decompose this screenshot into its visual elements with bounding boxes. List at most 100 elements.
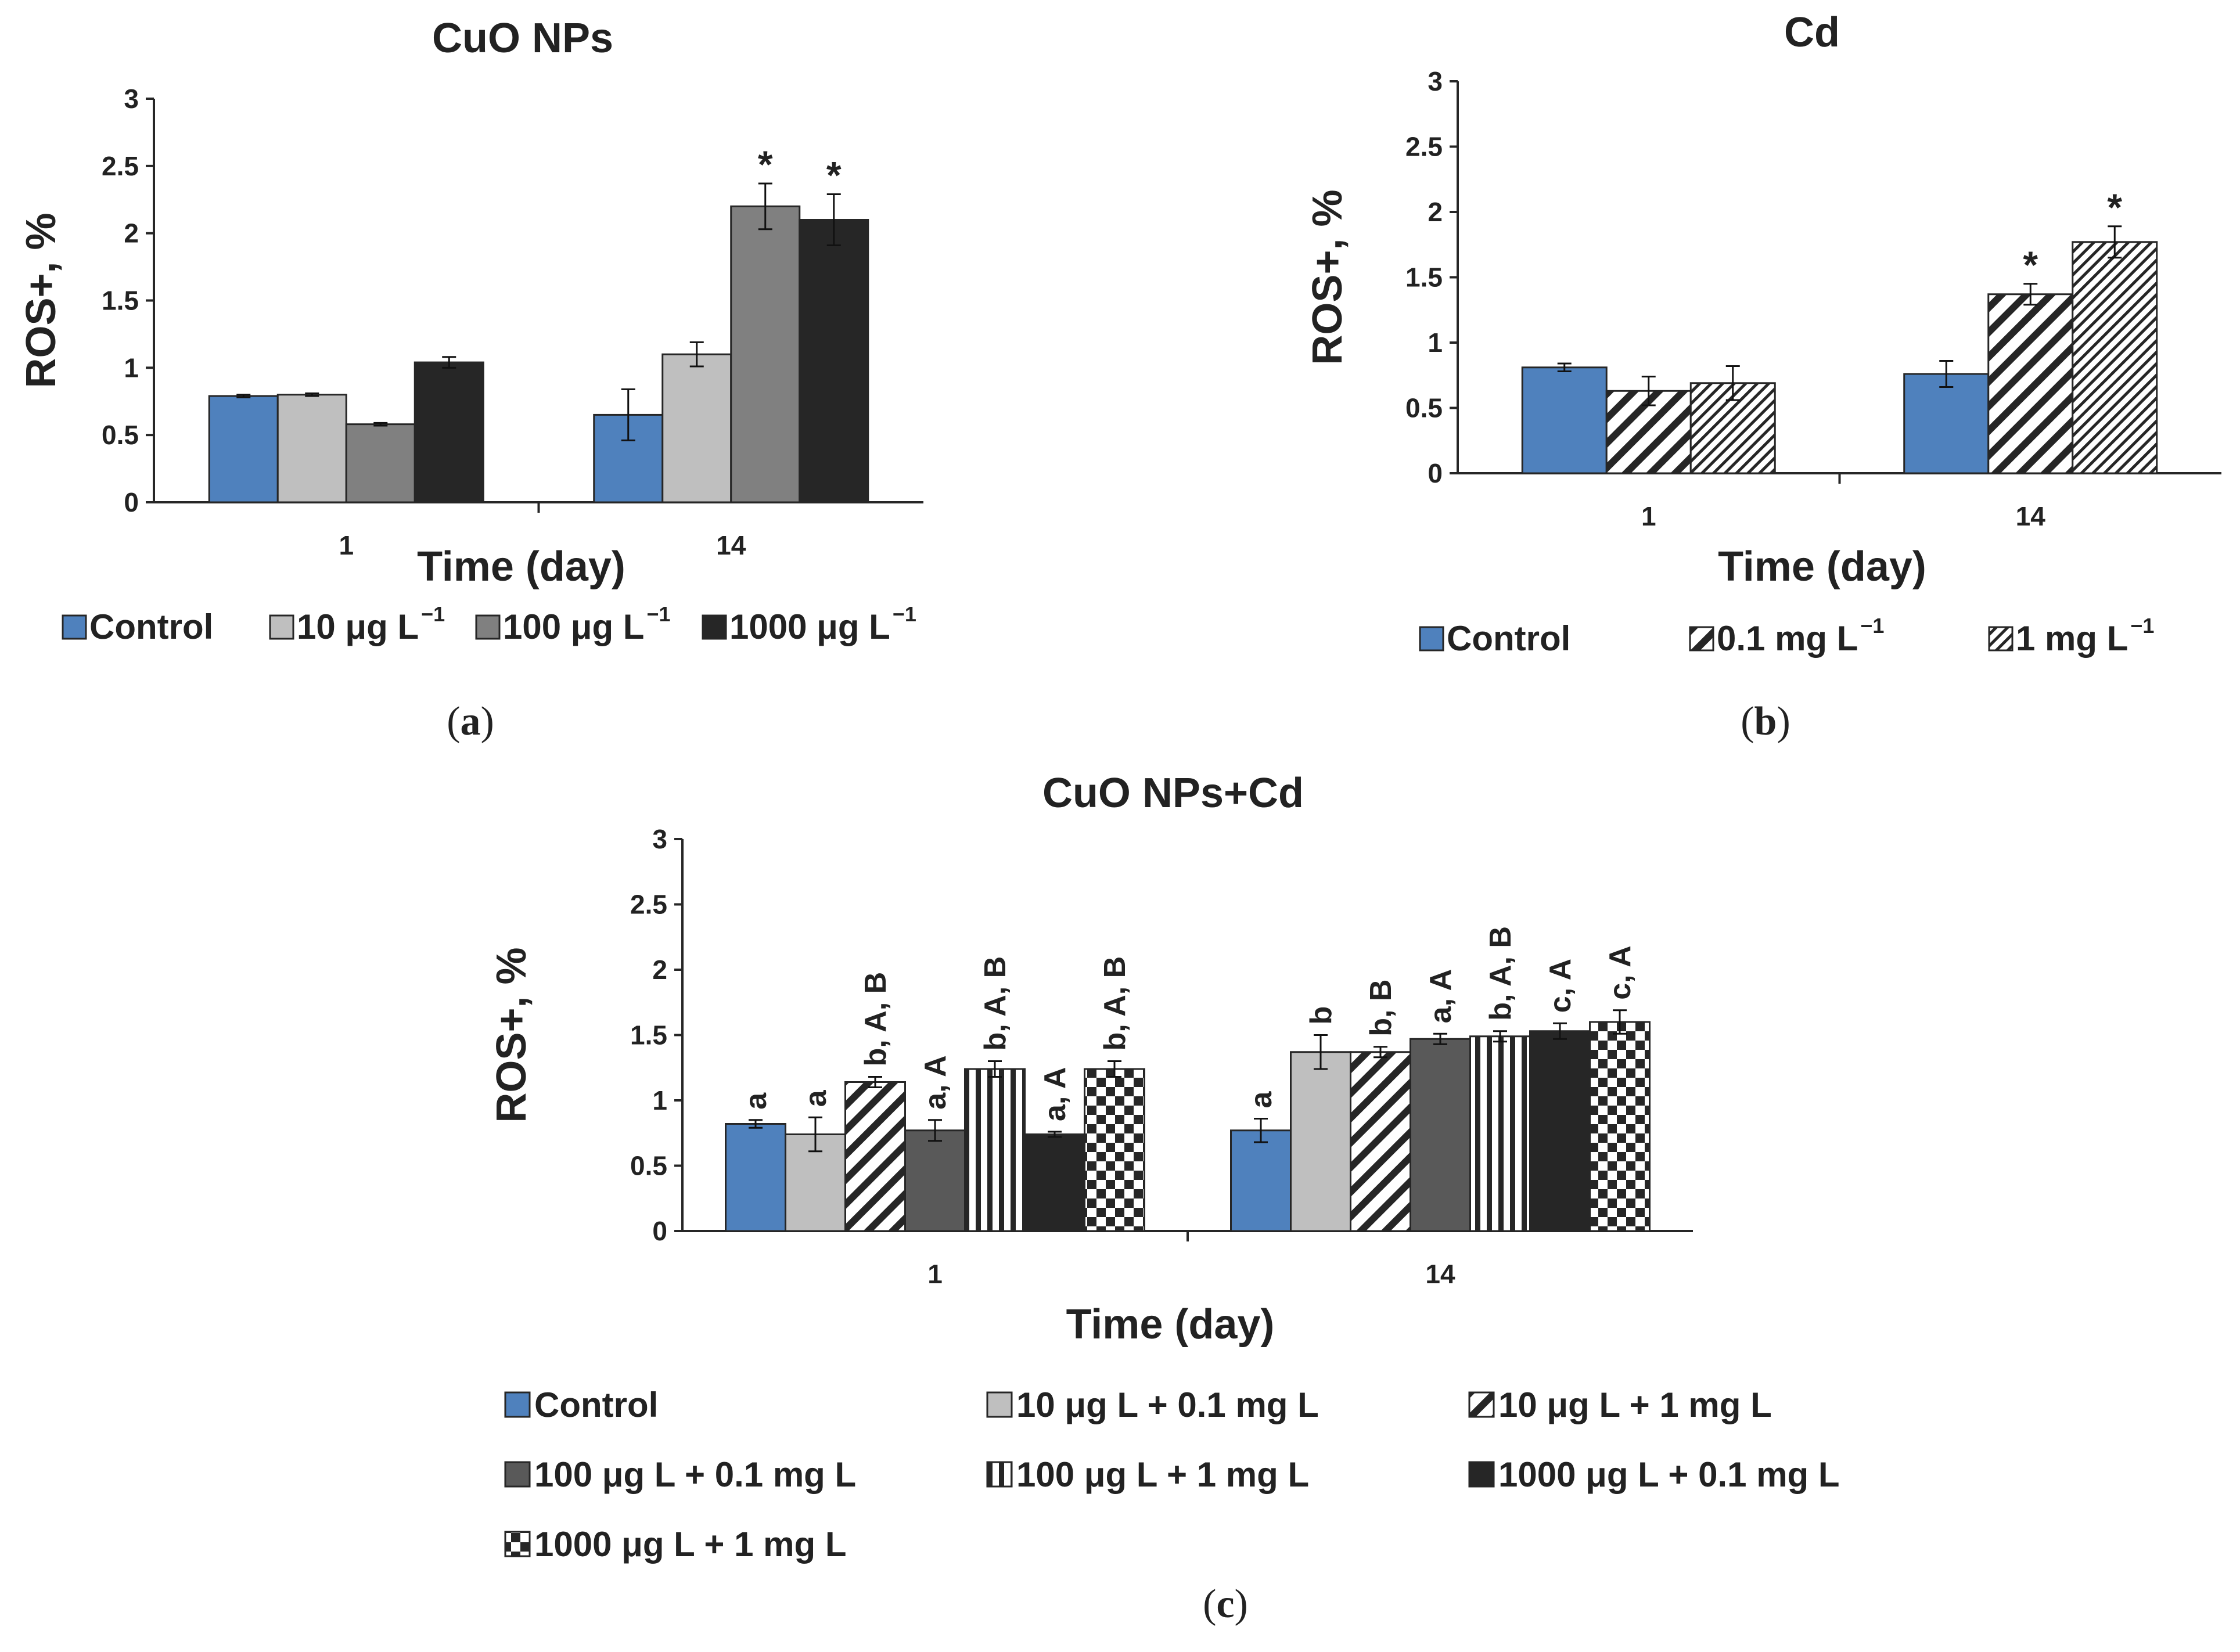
panel-caption: (b) [1741,699,1790,744]
y-tick-label: 2.5 [630,890,667,920]
bar-c-100-g-l-0-1-mg-l-day14 [1410,1038,1471,1232]
y-tick-label: 0 [124,487,139,517]
legend-swatch [504,1461,531,1488]
chart-title: CuO NPs [432,15,613,62]
significance-letters: b, A, B [1098,956,1132,1051]
legend-swatch [1468,1461,1495,1488]
legend-swatch [1419,626,1444,652]
legend-label: 1 mg L [2016,619,2128,658]
legend-swatch [1988,626,2014,652]
y-tick-label: 1 [1428,327,1443,358]
bar-b-control-day1 [1521,366,1608,474]
y-tick-label: 2 [1428,197,1443,227]
panel-letter: b [1754,699,1777,744]
y-tick-label: 2 [652,955,667,985]
y-tick-label: 3 [652,824,667,854]
legend-swatch [504,1391,531,1418]
significance-letters: c, A [1544,959,1577,1013]
chart-panel-c: CuO NPs+Cd 0 0.5 1 1.5 2 2.5 3 ROS+, % 1 a a b, A, B… [488,770,1840,1626]
x-tick-label: 14 [716,530,746,560]
y-axis-title: ROS+, % [18,213,64,388]
significance-star: * [2023,243,2038,286]
bar-c-100-g-l-0-1-mg-l-day1 [904,1129,966,1232]
y-tick-label: 1.5 [630,1020,667,1050]
legend-swatch [269,614,294,640]
legend-superscript: −1 [893,602,916,626]
significance-letters: a [1245,1091,1278,1108]
bar-b-0-1-mg-l-day14 [1987,293,2074,474]
significance-letters: c, A [1603,945,1637,999]
x-axis-title: Time (day) [417,544,625,590]
legend-label: 100 μg L + 0.1 mg L [534,1455,856,1494]
x-tick-label: 14 [2016,501,2046,531]
bar-c-1000-g-l-1-mg-l-day14 [1589,1021,1651,1232]
legend-label: 1000 μg L + 1 mg L [534,1525,846,1564]
y-tick-label: 0 [652,1216,667,1246]
legend-swatch [986,1391,1013,1418]
bar-a-100-g-l-day14 [730,205,801,503]
significance-letters: b, A, B [979,956,1012,1051]
y-tick-label: 3 [124,84,139,114]
legend-swatch [1689,626,1714,652]
legend-label: 1000 μg L + 0.1 mg L [1498,1455,1840,1494]
legend-superscript: −1 [421,602,445,626]
bar-a-1000-g-l-day1 [414,361,484,503]
significance-letters: a, A [919,1055,952,1109]
bar-a-100-g-l-day1 [345,423,416,503]
legend-label: 10 μg L + 0.1 mg L [1016,1385,1319,1424]
bar-a-control-day1 [208,395,279,503]
y-axis-title: ROS+, % [488,947,535,1122]
panel-caption: (c) [1203,1582,1248,1626]
x-axis-title: Time (day) [1718,544,1926,590]
panel-letter: c [1216,1582,1234,1626]
significance-letters: b, A, B [859,972,893,1067]
y-tick-label: 1.5 [102,286,139,316]
bar-c-1000-g-l-0-1-mg-l-day1 [1024,1133,1085,1232]
x-axis-title: Time (day) [1066,1301,1275,1348]
bar-c-control-day14 [1230,1129,1292,1232]
legend-label: 1000 μg L [729,607,890,646]
y-tick-label: 1 [124,352,139,383]
significance-letters: a [799,1089,833,1107]
bar-c-100-g-l-1-mg-l-day1 [964,1068,1026,1232]
significance-star: * [758,143,773,186]
legend-label: 100 μg L + 1 mg L [1016,1455,1309,1494]
panel-letter: a [461,699,481,744]
y-tick-label: 2.5 [1405,132,1443,162]
legend-swatch [702,614,727,640]
legend-superscript: −1 [1860,614,1884,638]
bar-c-10-g-l-1-mg-l-day14 [1350,1051,1411,1232]
y-tick-label: 0.5 [1405,393,1443,423]
bar-a-1000-g-l-day14 [799,219,869,503]
chart-title: Cd [1784,9,1840,56]
bar-a-10-g-l-day14 [661,353,732,503]
bar-c-10-g-l-1-mg-l-day1 [844,1081,906,1232]
significance-letters: b, A, B [1484,926,1518,1021]
legend-label: 0.1 mg L [1717,619,1858,658]
legend-superscript: −1 [646,602,670,626]
y-tick-label: 2.5 [102,151,139,181]
y-tick-label: 1.5 [1405,262,1443,293]
y-tick-label: 3 [1428,66,1443,96]
legend-swatch [475,614,501,640]
bar-c-1000-g-l-1-mg-l-day1 [1084,1068,1145,1232]
x-tick-label: 1 [927,1259,943,1289]
legend-label: Control [1447,619,1570,658]
significance-star: * [826,153,842,196]
significance-letters: a, A [1038,1067,1072,1121]
y-tick-label: 1 [652,1085,667,1115]
bar-c-100-g-l-1-mg-l-day14 [1469,1035,1531,1232]
legend-swatch [986,1461,1013,1488]
bar-c-control-day1 [725,1123,786,1232]
significance-letters: a [739,1092,773,1110]
y-axis-title: ROS+, % [1304,189,1351,365]
legend-label: 100 μg L [503,607,644,646]
chart-title: CuO NPs+Cd [1042,770,1304,816]
legend-swatch [62,614,87,640]
legend-label: 10 μg L + 1 mg L [1498,1385,1772,1424]
legend-label: 10 μg L [297,607,419,646]
legend-superscript: −1 [2130,614,2154,638]
panel-caption: (a) [447,699,494,744]
y-tick-label: 0 [1428,458,1443,488]
